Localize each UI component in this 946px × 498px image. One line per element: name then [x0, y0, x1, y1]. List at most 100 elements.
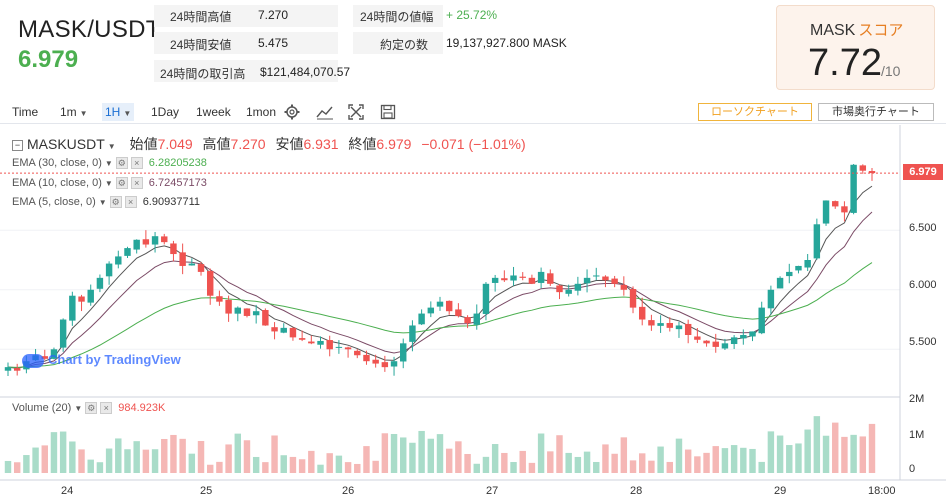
volume-bar	[684, 449, 692, 473]
chevron-down-icon: ▼	[79, 109, 88, 118]
candle	[813, 224, 821, 259]
interval-1mon[interactable]: 1mon	[246, 105, 277, 119]
volume-bar	[308, 450, 315, 473]
candle	[537, 271, 545, 283]
volume-bar	[666, 461, 674, 473]
candle	[455, 309, 462, 316]
candle	[767, 289, 775, 309]
stat-row	[154, 5, 338, 27]
candle	[335, 346, 343, 348]
candle	[822, 200, 830, 224]
candle	[675, 325, 683, 330]
stat-value-trades: 19,137,927.800 MASK	[446, 36, 567, 50]
candle	[482, 283, 490, 314]
candlestick-chart-button[interactable]: ローソクチャート	[698, 103, 812, 121]
cloud-icon	[22, 353, 44, 368]
time-tick: 26	[342, 485, 355, 497]
volume-bar	[675, 438, 683, 473]
volume-bar	[528, 462, 536, 473]
volume-bar	[234, 433, 242, 473]
score-suffix: スコア	[858, 22, 904, 39]
ohlc-legend: − MASKUSDT ▼ 始値7.049 高値7.270 安値6.931 終値6.9…	[12, 134, 526, 154]
time-tick: 28	[630, 485, 643, 497]
close-icon[interactable]: ×	[130, 177, 143, 190]
gear-icon[interactable]: ⚙	[109, 196, 122, 209]
time-tick: 25	[200, 485, 213, 497]
close-icon[interactable]: ×	[100, 402, 113, 415]
volume-bar	[537, 433, 545, 473]
volume-bar	[694, 456, 701, 473]
interval-1day[interactable]: 1Day	[151, 105, 180, 119]
chevron-down-icon[interactable]: ▼	[104, 159, 113, 168]
interval-1week[interactable]: 1week	[196, 105, 231, 119]
candle	[124, 248, 131, 256]
candle	[574, 283, 582, 291]
volume-legend: Volume (20) ▼ ⚙ × 984.923K	[12, 402, 166, 415]
volume-bar	[225, 444, 232, 473]
price-tick: 6.500	[909, 222, 937, 234]
candle	[317, 340, 324, 345]
volume-bar	[409, 442, 416, 473]
toolbar-time[interactable]: Time	[12, 105, 39, 119]
ema30-legend: EMA (30, close, 0) ▼ ⚙ × 6.28205238	[12, 157, 207, 170]
candle	[593, 275, 600, 277]
depth-chart-button[interactable]: 市場奥行チャート	[818, 103, 934, 121]
last-price: 6.979	[18, 46, 79, 73]
candle	[418, 313, 425, 325]
volume-bar	[648, 460, 655, 473]
gear-icon[interactable]: ⚙	[115, 157, 128, 170]
chevron-down-icon[interactable]: ▼	[104, 179, 113, 188]
chevron-down-icon[interactable]: ▼	[107, 142, 116, 151]
candle	[409, 325, 416, 342]
candle	[436, 301, 444, 307]
stat-label-range: 24時間の値幅	[360, 10, 434, 24]
fullscreen-icon[interactable]	[348, 104, 364, 120]
volume-bar	[151, 449, 159, 473]
candle	[13, 368, 21, 371]
save-icon[interactable]	[380, 104, 396, 120]
volume-bar	[252, 456, 260, 473]
last-price-tag: 6.979	[903, 164, 943, 180]
candle	[841, 206, 848, 213]
candle	[427, 307, 435, 314]
stat-label-trades: 約定の数	[380, 38, 429, 52]
volume-bar	[510, 462, 517, 473]
change-value: −0.071 (−1.01%)	[421, 136, 526, 152]
indicator-icon[interactable]	[316, 104, 334, 120]
volume-bar	[317, 464, 324, 473]
volume-bar	[464, 453, 471, 473]
stat-row	[353, 5, 443, 27]
candle	[730, 337, 738, 345]
volume-bar	[161, 438, 168, 473]
close-icon[interactable]: ×	[124, 196, 137, 209]
chevron-down-icon: ▼	[123, 109, 132, 118]
gear-icon[interactable]	[284, 104, 300, 120]
gear-icon[interactable]: ⚙	[115, 177, 128, 190]
interval-1m[interactable]: 1m ▼	[60, 105, 88, 119]
collapse-icon[interactable]: −	[12, 139, 23, 151]
price-chart[interactable]	[0, 125, 946, 498]
volume-bar	[197, 440, 205, 473]
volume-bar	[427, 438, 435, 473]
tradingview-watermark[interactable]: Chart by TradingView	[22, 352, 181, 368]
candle	[271, 327, 278, 332]
stat-row	[154, 32, 338, 54]
volume-bar	[565, 452, 572, 473]
ema-line	[7, 185, 873, 369]
volume-bar	[547, 451, 554, 473]
candle	[473, 313, 480, 325]
interval-1h[interactable]: 1H ▼	[102, 103, 135, 121]
volume-tick: 0	[909, 463, 916, 475]
volume-bar	[519, 450, 526, 473]
chevron-down-icon[interactable]: ▼	[74, 404, 83, 413]
close-icon[interactable]: ×	[130, 157, 143, 170]
volume-bar	[23, 455, 30, 473]
volume-bar	[289, 456, 297, 473]
gear-icon[interactable]: ⚙	[85, 402, 98, 415]
candle	[115, 256, 122, 265]
chevron-down-icon[interactable]: ▼	[98, 198, 107, 207]
volume-bar	[822, 435, 830, 473]
chart-grid	[0, 229, 900, 350]
volume-bar	[593, 461, 600, 473]
candle	[78, 296, 85, 302]
